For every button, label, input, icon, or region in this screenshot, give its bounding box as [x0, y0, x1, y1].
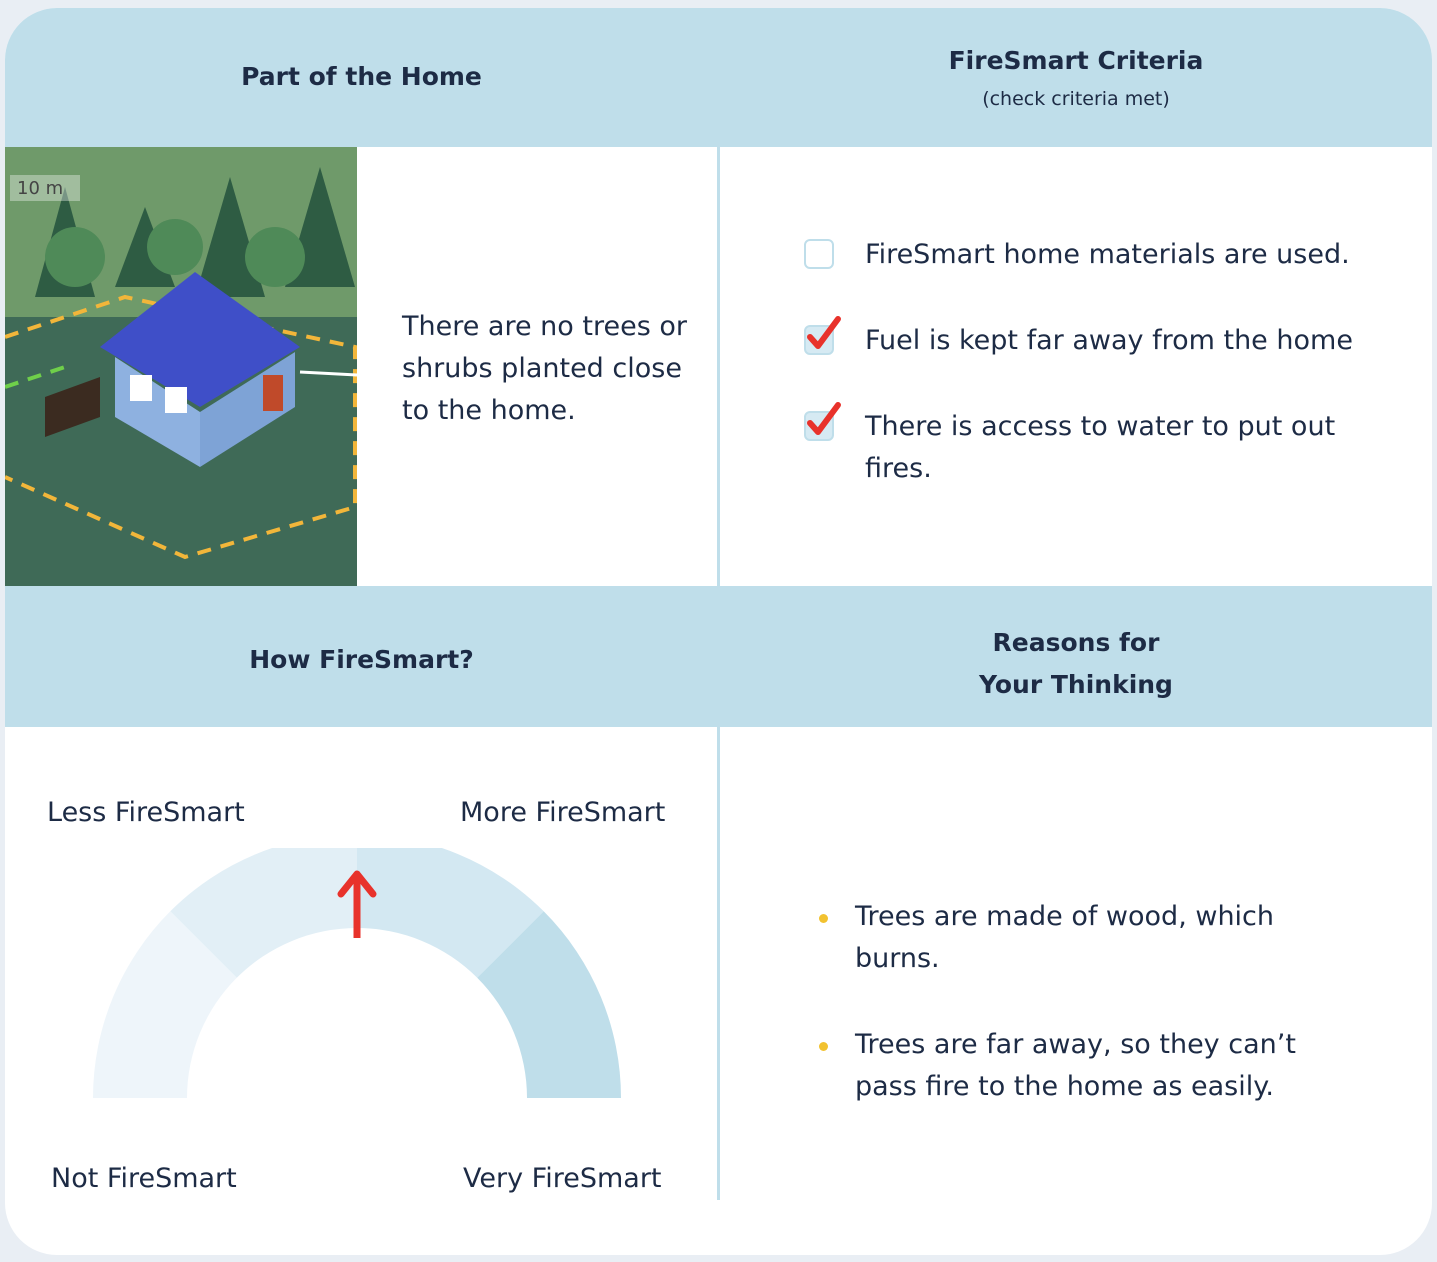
header-reasons: Reasons for Your Thinking — [720, 622, 1432, 706]
bullet — [819, 914, 828, 923]
checkbox — [804, 402, 841, 441]
gauge-label: Very FireSmart — [463, 1163, 662, 1194]
reason-text: Trees are made of wood, which burns. — [855, 901, 1275, 974]
description: There are no trees or shrubs planted clo… — [402, 311, 687, 426]
header-note: (check criteria met) — [982, 88, 1170, 110]
scale-label: 10 m — [17, 178, 63, 199]
home-illustration: 10 m — [5, 147, 357, 586]
criterion-text: FireSmart home materials are used. — [865, 239, 1350, 270]
gauge-label: Less FireSmart — [47, 797, 245, 828]
reason-text: Trees are far away, so they can’t pass f… — [855, 1029, 1296, 1102]
criterion-text: Fuel is kept far away from the home — [865, 325, 1353, 356]
divider — [717, 147, 720, 586]
divider — [717, 727, 720, 1200]
header-reasons-line: Your Thinking — [979, 670, 1173, 699]
checkmark — [807, 402, 841, 435]
gauge-label: Not FireSmart — [51, 1163, 237, 1194]
checkmark — [807, 316, 841, 349]
checkbox — [804, 239, 834, 269]
gauge-label: More FireSmart — [460, 797, 666, 828]
header-part: Part of the Home — [241, 62, 482, 91]
gauge — [93, 848, 621, 1098]
checkbox — [804, 316, 841, 355]
worksheet: Part of the Home FireSmart Criteria (che… — [5, 8, 1432, 1255]
header-reasons-line: Reasons for — [992, 628, 1160, 657]
bullet — [819, 1042, 828, 1051]
criterion-text: There is access to water to put out fire… — [865, 411, 1336, 484]
header-criteria: FireSmart Criteria — [948, 46, 1204, 75]
header-row — [5, 8, 1432, 147]
header-how: How FireSmart? — [249, 645, 474, 674]
header-row-2 — [5, 586, 1432, 727]
